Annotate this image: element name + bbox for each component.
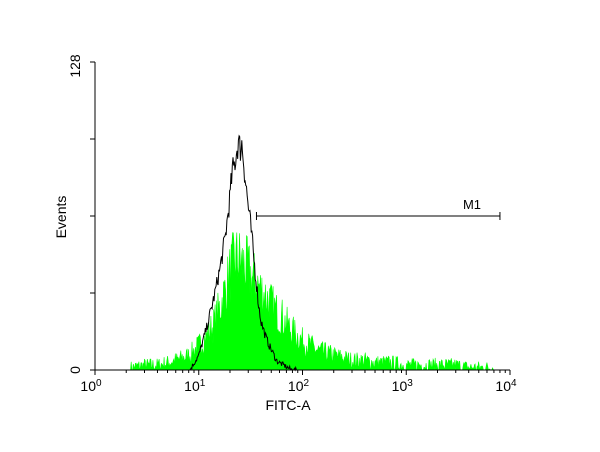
x-tick-label-exponent: 0 <box>96 378 102 389</box>
x-tick-label-base: 10 <box>495 378 511 394</box>
y-tick-label-128: 128 <box>67 54 83 78</box>
y-tick-label-0: 0 <box>67 366 83 374</box>
x-tick-label-base: 10 <box>184 378 200 394</box>
x-tick-label-base: 10 <box>392 378 408 394</box>
axis-layer <box>90 61 511 375</box>
control-histogram-outline-0 <box>189 134 298 372</box>
x-axis-label: FITC-A <box>265 397 311 413</box>
green-histogram-series-1 <box>130 232 495 371</box>
x-tick-label-exponent: 1 <box>200 378 206 389</box>
label-layer: FITC-A Events 0 128 M1 100 101 102 103 104 <box>53 54 517 413</box>
m1-marker-label: M1 <box>463 197 481 212</box>
x-tick-label-3: 103 <box>392 378 414 394</box>
x-tick-label-base: 10 <box>80 378 96 394</box>
x-tick-label-2: 102 <box>288 378 310 394</box>
plot-layer <box>130 134 501 372</box>
y-axis-label: Events <box>53 196 69 239</box>
x-tick-label-exponent: 4 <box>511 378 517 389</box>
x-tick-label-base: 10 <box>288 378 304 394</box>
x-tick-label-0: 100 <box>80 378 102 394</box>
x-tick-label-exponent: 2 <box>304 378 310 389</box>
x-tick-label-4: 104 <box>495 378 517 394</box>
x-tick-label-exponent: 3 <box>407 378 413 389</box>
x-tick-label-1: 101 <box>184 378 206 394</box>
